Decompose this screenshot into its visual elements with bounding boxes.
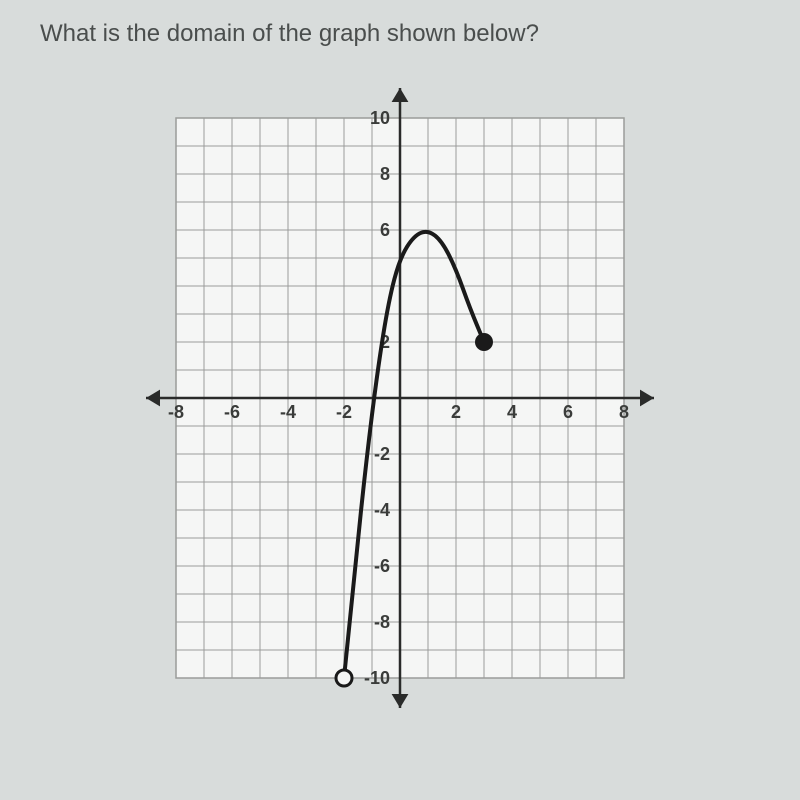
svg-text:-8: -8	[374, 612, 390, 632]
svg-text:6: 6	[563, 402, 573, 422]
svg-text:-4: -4	[374, 500, 390, 520]
svg-text:-6: -6	[374, 556, 390, 576]
svg-text:-8: -8	[168, 402, 184, 422]
svg-text:-2: -2	[336, 402, 352, 422]
svg-text:6: 6	[380, 220, 390, 240]
svg-text:8: 8	[380, 164, 390, 184]
coordinate-graph: -8-6-4-22468-10-8-6-4-226810	[80, 78, 720, 718]
svg-text:-10: -10	[364, 668, 390, 688]
svg-text:-4: -4	[280, 402, 296, 422]
svg-text:10: 10	[370, 108, 390, 128]
question-text: What is the domain of the graph shown be…	[40, 20, 760, 48]
svg-text:8: 8	[619, 402, 629, 422]
svg-text:2: 2	[451, 402, 461, 422]
svg-text:-2: -2	[374, 444, 390, 464]
svg-text:4: 4	[507, 402, 517, 422]
svg-text:-6: -6	[224, 402, 240, 422]
